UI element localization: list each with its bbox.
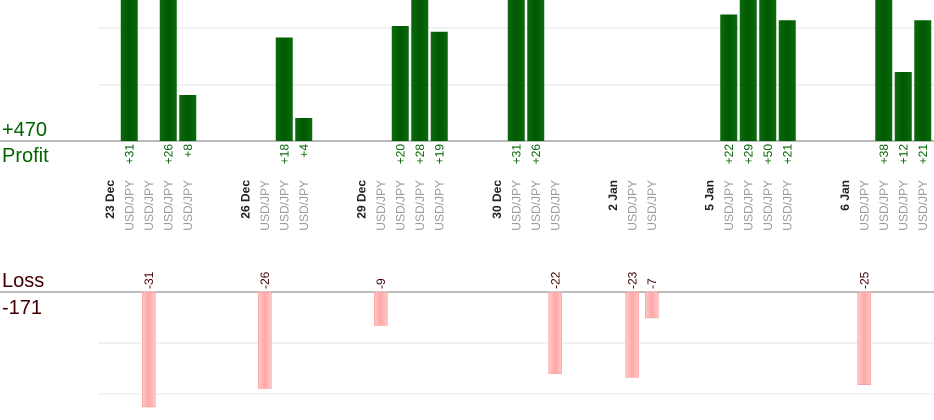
- profit-value-label: +8: [181, 144, 195, 158]
- pair-label: USD/JPY: [896, 180, 910, 231]
- profit-value-label: +29: [741, 144, 755, 165]
- loss-total: -171: [2, 297, 43, 319]
- profit-value-label: +26: [161, 144, 175, 165]
- pair-label: USD/JPY: [780, 180, 794, 231]
- profit-bar: [295, 118, 313, 141]
- pair-label: USD/JPY: [432, 180, 446, 231]
- loss-label: Loss: [2, 270, 45, 292]
- profit-label: Profit: [2, 145, 49, 167]
- pair-label: USD/JPY: [413, 180, 427, 231]
- profit-value-label: +38: [877, 144, 891, 165]
- profit-bar: [120, 0, 138, 141]
- loss-bar: [625, 291, 639, 378]
- profit-bar: [527, 0, 545, 141]
- pair-label: USD/JPY: [122, 180, 136, 231]
- profit-value-label: +22: [722, 144, 736, 165]
- profit-value-label: +4: [297, 144, 311, 158]
- profit-value-label: +50: [761, 144, 775, 165]
- profit-bar: [914, 20, 932, 141]
- pair-label: USD/JPY: [161, 180, 175, 231]
- loss-value-label: -31: [142, 271, 156, 289]
- date-label: 2 Jan: [606, 180, 620, 211]
- pair-label: USD/JPY: [645, 180, 659, 231]
- profit-value-label: +21: [916, 144, 930, 165]
- profit-bar: [894, 72, 912, 141]
- pair-label: USD/JPY: [393, 180, 407, 231]
- pair-label: USD/JPY: [509, 180, 523, 231]
- pair-label: USD/JPY: [529, 180, 543, 231]
- loss-value-label: -25: [857, 271, 871, 289]
- profit-value-label: +26: [529, 144, 543, 165]
- pair-label: USD/JPY: [741, 180, 755, 231]
- pair-label: USD/JPY: [877, 180, 891, 231]
- loss-bar: [548, 291, 562, 374]
- pair-label: USD/JPY: [374, 180, 388, 231]
- pair-label: USD/JPY: [181, 180, 195, 231]
- profit-value-label: +31: [122, 144, 136, 165]
- profit-value-label: +19: [432, 144, 446, 165]
- pair-label: USD/JPY: [277, 180, 291, 231]
- profit-bar: [875, 0, 893, 141]
- pair-label: USD/JPY: [625, 180, 639, 231]
- date-label: 26 Dec: [238, 180, 252, 219]
- profit-value-label: +20: [393, 144, 407, 165]
- bars: [120, 0, 932, 408]
- loss-value-label: -23: [625, 271, 639, 289]
- bar-labels: +31 -31 +26 +8 -26 +18 +4 -9 +20 +28 +19 +31 +26 -22 -…: [122, 144, 930, 289]
- date-label: 30 Dec: [490, 180, 504, 219]
- profit-value-label: +31: [509, 144, 523, 165]
- pair-label: USD/JPY: [258, 180, 272, 231]
- loss-bar: [258, 291, 272, 389]
- profit-value-label: +18: [277, 144, 291, 165]
- date-label: 6 Jan: [838, 180, 852, 211]
- date-label: 23 Dec: [103, 180, 117, 219]
- profit-bar: [759, 0, 777, 141]
- pair-label: USD/JPY: [916, 180, 930, 231]
- loss-value-label: -26: [258, 271, 272, 289]
- x-axis-labels: 23 Dec USD/JPY USD/JPY USD/JPY USD/JPY 26 Dec…: [103, 180, 930, 231]
- loss-bar: [374, 291, 388, 326]
- pair-label: USD/JPY: [857, 180, 871, 231]
- profit-bar: [778, 20, 796, 141]
- profit-bar: [430, 31, 448, 141]
- loss-value-label: -22: [548, 271, 562, 289]
- pair-label: USD/JPY: [548, 180, 562, 231]
- profit-value-label: +21: [780, 144, 794, 165]
- profit-bar: [507, 0, 525, 141]
- profit-bar: [275, 37, 293, 141]
- loss-value-label: -9: [374, 278, 388, 289]
- loss-value-label: -7: [645, 278, 659, 289]
- profit-bar: [159, 0, 177, 141]
- pair-label: USD/JPY: [142, 180, 156, 231]
- profit-total: +470: [2, 119, 48, 141]
- pair-label: USD/JPY: [297, 180, 311, 231]
- profit-value-label: +12: [896, 144, 910, 165]
- loss-bar: [142, 291, 156, 408]
- date-label: 5 Jan: [702, 180, 716, 211]
- profit-bar: [179, 95, 197, 141]
- profit-bar: [391, 26, 409, 141]
- profit-bar: [411, 0, 429, 141]
- loss-bar: [857, 291, 871, 385]
- profit-value-label: +28: [413, 144, 427, 165]
- pair-label: USD/JPY: [722, 180, 736, 231]
- loss-bar: [645, 291, 659, 319]
- profit-bar: [720, 14, 738, 141]
- pair-label: USD/JPY: [761, 180, 775, 231]
- date-label: 29 Dec: [354, 180, 368, 219]
- profit-bar: [739, 0, 757, 141]
